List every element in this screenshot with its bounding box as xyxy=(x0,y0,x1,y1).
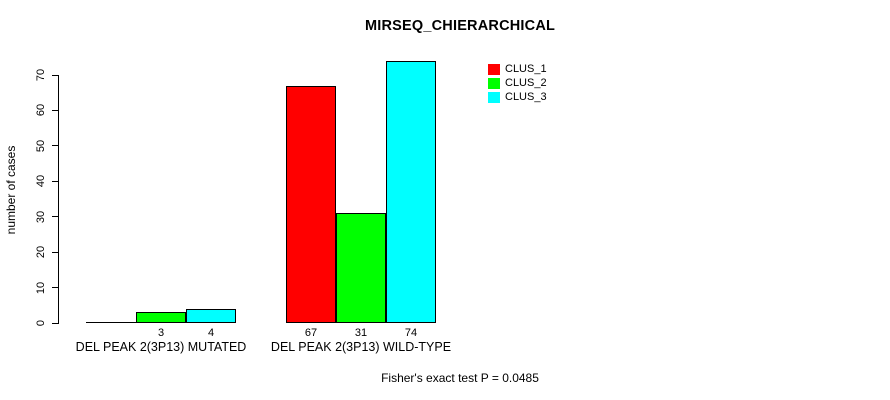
stat-annotation: Fisher's exact test P = 0.0485 xyxy=(381,371,539,385)
legend: CLUS_1 CLUS_2 CLUS_3 xyxy=(488,62,547,104)
legend-item-clus_2: CLUS_2 xyxy=(488,76,547,90)
bar-clus_2 xyxy=(336,213,386,323)
y-tick-label: 10 xyxy=(35,281,47,294)
legend-label: CLUS_3 xyxy=(505,91,547,103)
bar-value-label: 31 xyxy=(354,327,368,339)
legend-swatch-clus_1 xyxy=(488,63,500,75)
bar-value-label: 4 xyxy=(207,327,215,339)
chart-title: MIRSEQ_CHIERARCHICAL xyxy=(364,18,556,34)
legend-item-clus_1: CLUS_1 xyxy=(488,62,547,76)
legend-item-clus_3: CLUS_3 xyxy=(488,90,547,104)
y-axis-tick xyxy=(52,216,59,218)
x-category-label: DEL PEAK 2(3P13) MUTATED xyxy=(75,340,247,354)
y-axis-tick xyxy=(52,251,59,253)
y-tick-label: 70 xyxy=(35,68,47,82)
y-axis-tick xyxy=(52,109,59,111)
y-tick-label: 60 xyxy=(35,104,47,117)
y-tick-label: 40 xyxy=(35,175,47,188)
y-axis-tick xyxy=(52,322,59,324)
y-axis-line xyxy=(58,75,59,323)
legend-swatch-clus_2 xyxy=(488,77,500,89)
y-tick-label: 30 xyxy=(35,210,47,223)
bar-clus_2 xyxy=(136,312,186,323)
bar-value-label: 67 xyxy=(304,327,318,339)
y-tick-label: 50 xyxy=(35,139,47,152)
x-category-label: DEL PEAK 2(3P13) WILD-TYPE xyxy=(270,340,452,354)
bar-clus_3 xyxy=(386,60,436,323)
legend-label: CLUS_2 xyxy=(505,77,547,89)
bar-value-label: 3 xyxy=(157,327,165,339)
y-axis-tick xyxy=(52,287,59,289)
legend-swatch-clus_3 xyxy=(488,91,500,103)
bar-clus_1 xyxy=(286,85,336,323)
y-axis-tick xyxy=(52,74,59,76)
bar-clus_1-zero xyxy=(86,322,136,323)
y-tick-label: 20 xyxy=(35,246,47,259)
y-axis-tick xyxy=(52,180,59,182)
bar-clus_3 xyxy=(186,308,236,323)
legend-label: CLUS_1 xyxy=(505,63,547,75)
y-axis-tick xyxy=(52,145,59,147)
y-tick-label: 0 xyxy=(35,319,47,327)
bar-value-label: 74 xyxy=(404,327,418,339)
